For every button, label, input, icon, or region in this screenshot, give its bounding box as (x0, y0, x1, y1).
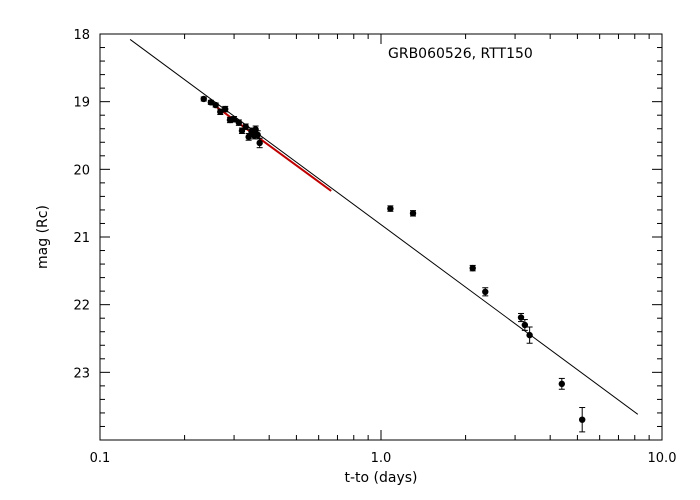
x-axis-ticks: 0.1 1.0 10.0 (90, 34, 677, 466)
data-point (482, 288, 489, 296)
data-point (222, 105, 229, 113)
y-tick-label: 21 (73, 231, 90, 246)
data-point (212, 101, 219, 109)
data-points (200, 95, 586, 433)
data-point (578, 416, 586, 423)
y-axis-label: mag (Rc) (35, 205, 51, 269)
x-tick-label: 1.0 (371, 451, 392, 466)
data-point (230, 116, 238, 123)
y-tick-label: 20 (73, 163, 90, 178)
power-law-fit-line (129, 39, 639, 415)
y-tick-label: 22 (73, 299, 90, 314)
data-point (200, 95, 207, 103)
data-point (409, 210, 417, 217)
data-point (469, 264, 476, 272)
data-point (256, 139, 263, 147)
y-tick-label: 19 (73, 96, 90, 111)
y-tick-label: 18 (73, 28, 90, 43)
data-point (558, 380, 566, 388)
x-tick-label: 0.1 (90, 451, 111, 466)
chart-title: GRB060526, RTT150 (388, 46, 533, 62)
data-point (207, 99, 215, 106)
data-point (217, 108, 224, 116)
data-point (235, 119, 243, 126)
y-tick-label: 23 (73, 366, 90, 381)
data-point (521, 321, 529, 329)
plot-area (99, 33, 663, 441)
y-axis-ticks: 18 19 20 21 22 23 (73, 28, 662, 441)
fit-lines (129, 39, 639, 415)
x-axis-label: t-to (days) (344, 470, 417, 486)
data-point (387, 205, 394, 212)
early-fit-line (208, 100, 332, 192)
data-point (526, 331, 533, 339)
data-point (242, 123, 249, 130)
x-tick-label: 10.0 (648, 451, 677, 466)
data-point (254, 131, 261, 139)
